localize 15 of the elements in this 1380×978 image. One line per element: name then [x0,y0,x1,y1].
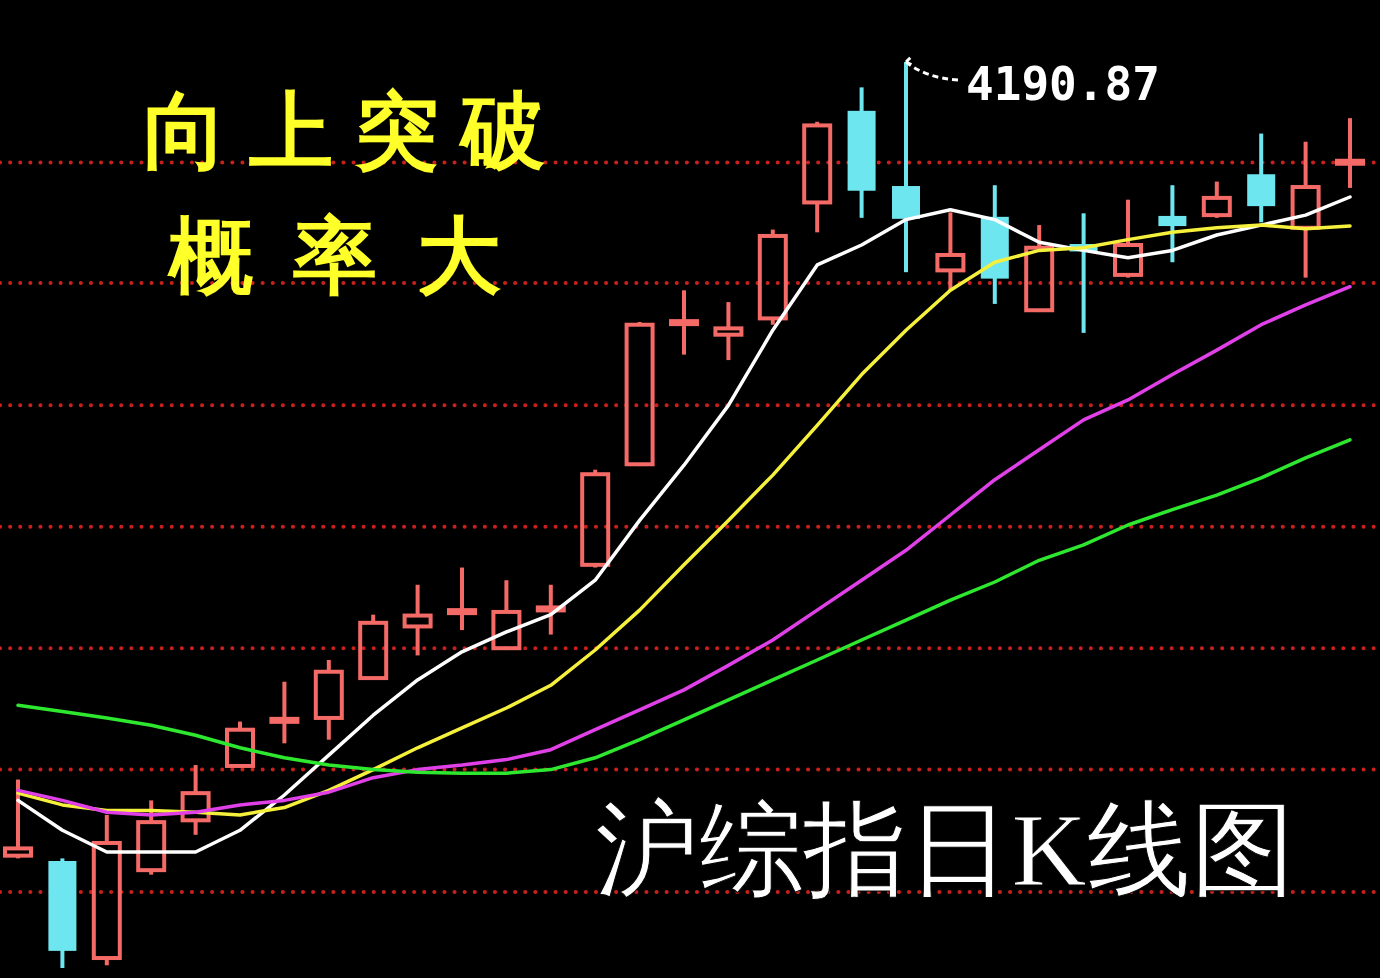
annotation: 4190.87 [966,57,1160,111]
candlestick [713,302,744,361]
candlestick [1335,118,1365,188]
annotation: 向上突破 [143,81,567,180]
candlestick [935,212,966,291]
candlestick [402,584,433,656]
candlestick [1158,185,1187,263]
candlestick [669,290,699,355]
candlestick [447,567,477,631]
text: 沪综指日K线图 [595,792,1295,907]
annotation: 概率大 [167,206,541,305]
candlestick [269,681,300,744]
candlestick [180,765,211,835]
candlestick [1247,133,1276,223]
candlestick [847,87,876,218]
